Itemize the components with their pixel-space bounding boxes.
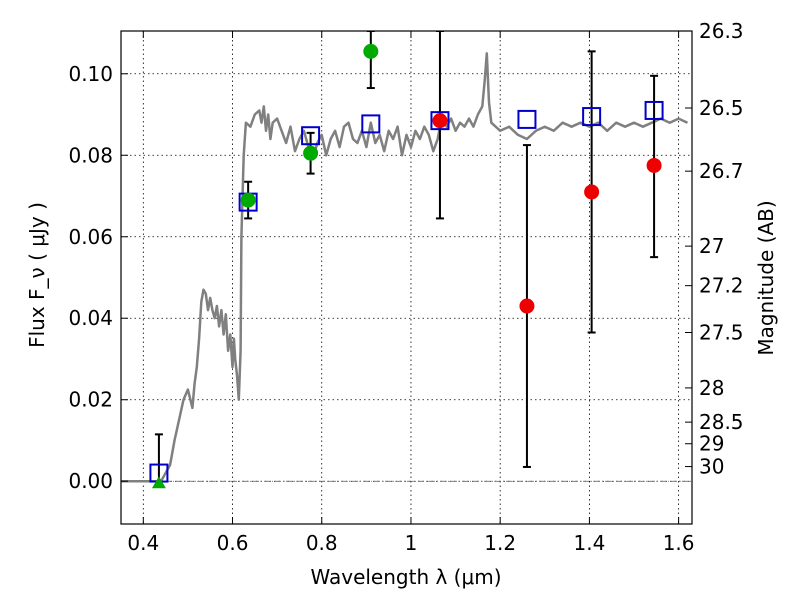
y2-tick-label: 26.3: [699, 19, 744, 43]
model-spectrum-line: [121, 52, 689, 483]
blue-square-point: [301, 126, 321, 146]
y2-tick-label: 27.2: [699, 274, 744, 298]
blue-square-point: [582, 107, 602, 127]
x-axis-title: Wavelength λ (μm): [310, 565, 501, 589]
y-tick-label: 0.02: [68, 388, 113, 412]
green-triangle-point: [151, 476, 166, 489]
y-tick-label: 0.04: [68, 306, 113, 330]
x-tick-label: 1.2: [484, 531, 516, 555]
y2-tick-label: 30: [699, 455, 724, 479]
plot-frame: [120, 30, 693, 525]
green-circle-point: [303, 145, 319, 161]
y2-tick-label: 29: [699, 432, 724, 456]
y-tick-label: 0.00: [68, 469, 113, 493]
blue-square-point: [644, 100, 664, 120]
green-circle-point: [363, 43, 379, 59]
data-layer: [121, 31, 689, 489]
blue-square-point: [430, 111, 450, 131]
x-tick-label: 1.6: [663, 531, 695, 555]
y2-tick-label: 27.5: [699, 321, 744, 345]
blue-square-point: [361, 114, 381, 134]
x-tick-label: 0.6: [217, 531, 249, 555]
x-tick-label: 0.8: [306, 531, 338, 555]
plot-area: 0.4 0.6 0.8 1 1.2 1.4 1.6 0.00 0.02 0.04 0.06 0.08 0…: [68, 19, 743, 555]
red-circle-point: [432, 113, 448, 129]
red-circle-point: [519, 298, 535, 314]
y2-tick-label: 26.5: [699, 96, 744, 120]
y2-tick-label: 26.7: [699, 159, 744, 183]
x-tick-label: 1: [405, 531, 418, 555]
y-axis-title: Flux F_ν ( μJy ): [25, 202, 49, 348]
y-tick-label: 0.08: [68, 143, 113, 167]
y2-tick-label: 27: [699, 234, 724, 258]
y2-tick-label: 28.5: [699, 410, 744, 434]
x-tick-label: 0.4: [127, 531, 159, 555]
x-tick-label: 1.4: [573, 531, 605, 555]
blue-square-point: [517, 109, 537, 129]
y-tick-label: 0.06: [68, 225, 113, 249]
y2-axis-title: Magnitude (AB): [754, 200, 778, 355]
red-circle-point: [646, 157, 662, 173]
y-tick-label: 0.10: [68, 62, 113, 86]
plot-background: [121, 31, 692, 524]
red-circle-point: [584, 184, 600, 200]
green-circle-point: [240, 192, 256, 208]
y2-tick-label: 28: [699, 376, 724, 400]
